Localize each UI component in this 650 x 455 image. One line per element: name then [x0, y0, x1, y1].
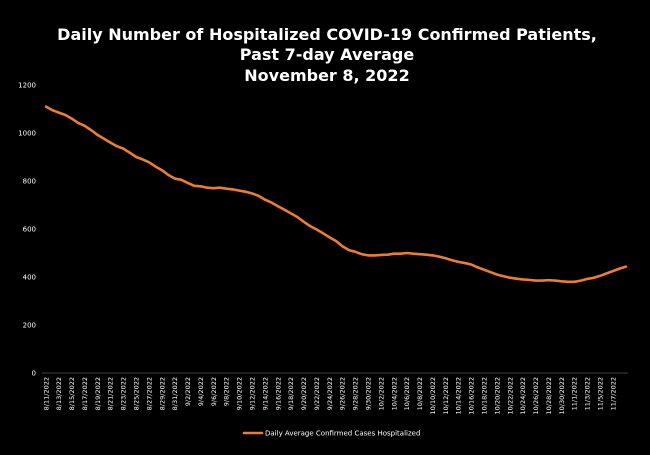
- y-tick-label: 600: [23, 226, 36, 234]
- x-tick-label: 8/11/2022: [42, 377, 50, 410]
- y-tick-label: 1000: [18, 130, 36, 138]
- y-axis: 0 200 400 600 800 1000 1200: [18, 82, 36, 378]
- x-tick-label: 10/6/2022: [403, 377, 411, 410]
- y-tick-label: 800: [23, 178, 36, 186]
- x-tick-label: 9/2/2022: [184, 377, 192, 406]
- x-tick-label: 9/4/2022: [197, 377, 205, 406]
- x-tick-label: 9/24/2022: [326, 377, 334, 410]
- x-tick-label: 8/21/2022: [107, 377, 115, 410]
- y-tick-label: 1200: [18, 82, 36, 90]
- chart-title-line-3: November 8, 2022: [244, 66, 409, 85]
- x-tick-label: 10/18/2022: [481, 377, 489, 414]
- x-tick-label: 9/20/2022: [300, 377, 308, 410]
- x-tick-label: 8/13/2022: [55, 377, 63, 410]
- x-tick-label: 8/25/2022: [133, 377, 141, 410]
- x-tick-label: 8/23/2022: [120, 377, 128, 410]
- x-tick-label: 9/18/2022: [287, 377, 295, 410]
- x-tick-label: 10/10/2022: [429, 377, 437, 414]
- series-line-hospitalized: [44, 105, 628, 284]
- x-tick-label: 9/26/2022: [339, 377, 347, 410]
- x-tick-label: 8/19/2022: [94, 377, 102, 410]
- chart-title: Daily Number of Hospitalized COVID-19 Co…: [57, 25, 597, 85]
- x-tick-label: 10/30/2022: [558, 377, 566, 414]
- x-tick-label: 9/16/2022: [274, 377, 282, 410]
- x-tick-label: 8/15/2022: [68, 377, 76, 410]
- x-tick-label: 10/2/2022: [377, 377, 385, 410]
- x-tick-label: 11/5/2022: [597, 377, 605, 410]
- x-tick-label: 9/22/2022: [313, 377, 321, 410]
- x-tick-label: 9/8/2022: [223, 377, 231, 406]
- x-tick-label: 9/12/2022: [249, 377, 257, 410]
- x-tick-label: 8/31/2022: [171, 377, 179, 410]
- x-tick-label: 11/7/2022: [609, 377, 617, 410]
- x-tick-label: 9/28/2022: [352, 377, 360, 410]
- chart-title-line-1: Daily Number of Hospitalized COVID-19 Co…: [57, 25, 597, 44]
- x-tick-label: 10/20/2022: [493, 377, 501, 414]
- x-tick-label: 10/26/2022: [532, 377, 540, 414]
- legend: Daily Average Confirmed Cases Hospitaliz…: [242, 430, 420, 438]
- x-tick-label: 10/28/2022: [545, 377, 553, 414]
- x-tick-label: 9/6/2022: [210, 377, 218, 406]
- x-tick-label: 10/12/2022: [442, 377, 450, 414]
- x-tick-label: 10/16/2022: [468, 377, 476, 414]
- x-tick-label: 9/14/2022: [261, 377, 269, 410]
- x-tick-label: 8/17/2022: [81, 377, 89, 410]
- x-tick-label: 8/27/2022: [145, 377, 153, 410]
- y-tick-label: 0: [32, 370, 36, 378]
- x-tick-label: 10/22/2022: [506, 377, 514, 414]
- x-tick-label: 9/30/2022: [365, 377, 373, 410]
- legend-label: Daily Average Confirmed Cases Hospitaliz…: [265, 430, 420, 438]
- x-tick-label: 9/10/2022: [236, 377, 244, 410]
- y-tick-label: 200: [23, 322, 36, 330]
- x-tick-label: 10/24/2022: [519, 377, 527, 414]
- chart-title-line-2: Past 7-day Average: [240, 45, 415, 64]
- plot-area: [44, 105, 628, 284]
- y-tick-label: 400: [23, 274, 36, 282]
- x-tick-label: 8/29/2022: [158, 377, 166, 410]
- x-tick-label: 11/3/2022: [584, 377, 592, 410]
- x-axis: 8/11/2022 8/13/2022 8/15/2022 8/17/2022 8/19…: [42, 372, 628, 414]
- x-tick-label: 10/8/2022: [416, 377, 424, 410]
- x-tick-label: 10/4/2022: [390, 377, 398, 410]
- x-tick-label: 11/1/2022: [571, 377, 579, 410]
- x-tick-label: 10/14/2022: [455, 377, 463, 414]
